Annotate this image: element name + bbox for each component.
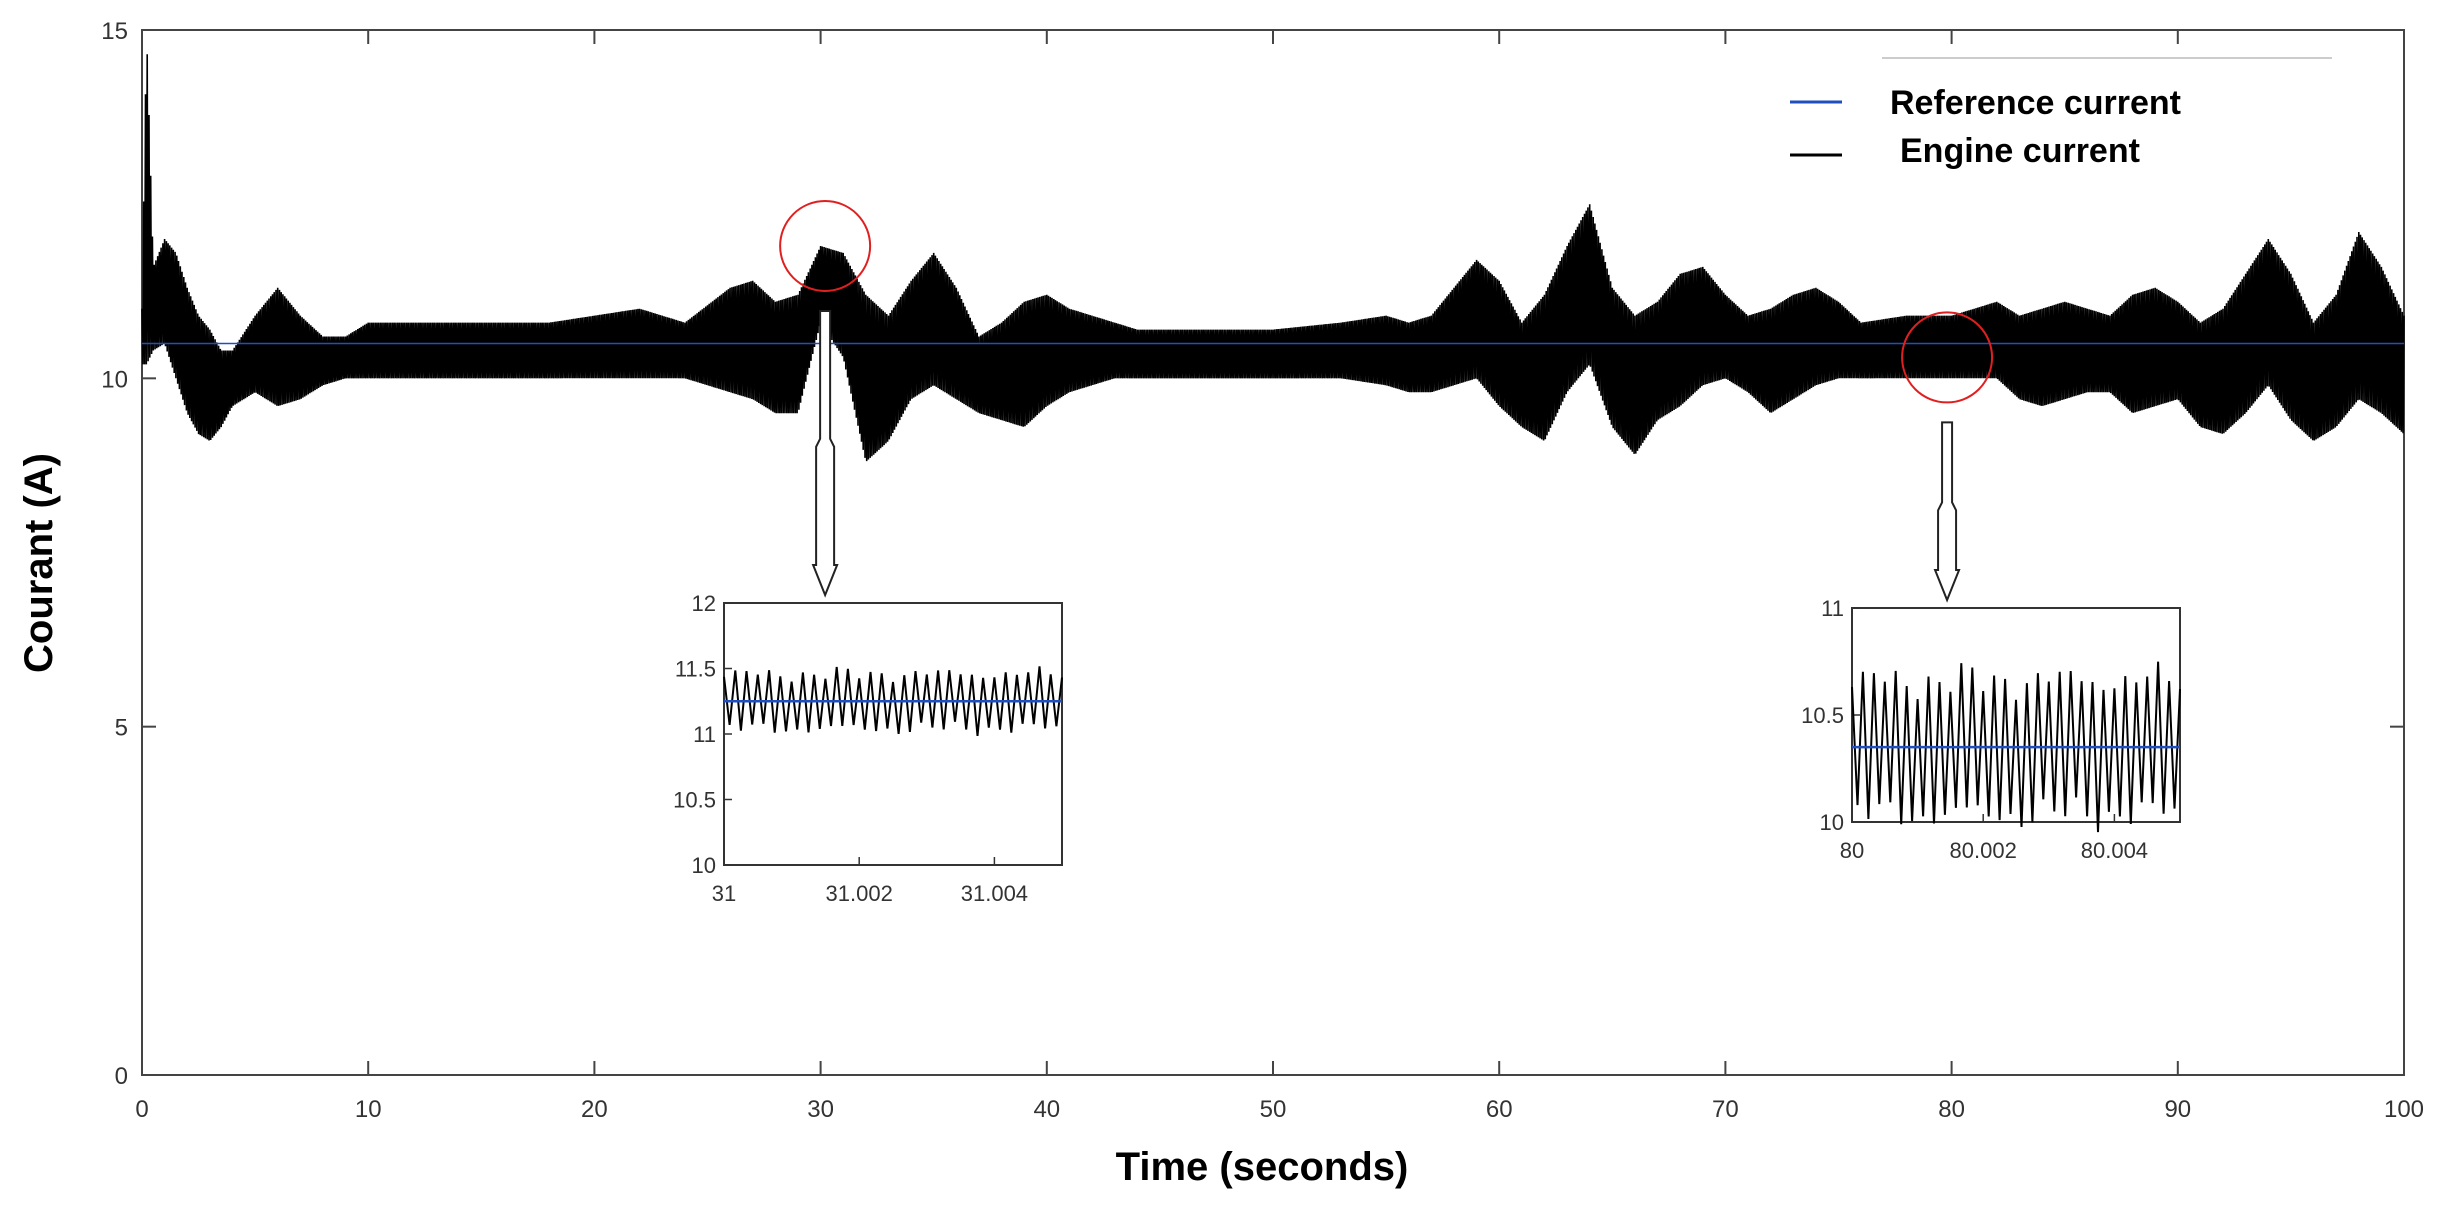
x-tick-label: 60 — [1486, 1096, 1513, 1123]
x-tick-label: 80 — [1938, 1096, 1965, 1123]
zoom-callouts — [779, 199, 1994, 603]
inset-x-tick-label: 31 — [712, 881, 736, 906]
zoom-marker-circle — [1901, 311, 1994, 404]
x-tick-label: 40 — [1033, 1096, 1060, 1123]
inset-x-tick-label: 31.004 — [961, 881, 1028, 906]
legend-label-reference: Reference current — [1890, 84, 2181, 122]
inset-x-tick-label: 31.002 — [826, 881, 893, 906]
y-tick-label: 15 — [101, 18, 128, 45]
legend-label-engine: Engine current — [1900, 132, 2140, 170]
x-tick-label: 50 — [1260, 1096, 1287, 1123]
inset-y-tick-label: 11.5 — [675, 657, 716, 682]
inset-x-tick-label: 80.004 — [2081, 838, 2148, 863]
inset-series-engine-current — [723, 666, 1063, 736]
inset-y-tick-label: 11 — [693, 722, 716, 747]
main-plot-area: 0 10 20 30 40 50 60 70 80 90 100 0 5 10 15 — [101, 18, 2424, 1123]
zoom-arrow — [1933, 421, 1961, 603]
x-tick-label: 90 — [2164, 1096, 2191, 1123]
inset-y-tick-label: 12 — [692, 591, 716, 616]
x-tick-label: 30 — [807, 1096, 834, 1123]
inset-y-tick-label: 10 — [1820, 810, 1844, 835]
inset-y-tick-label: 10.5 — [1801, 703, 1844, 728]
inset-frame — [723, 602, 1063, 866]
inset-frame — [1851, 607, 2181, 823]
inset-y-tick-label: 11 — [1821, 596, 1844, 621]
inset-y-tick-label: 10 — [692, 853, 716, 878]
inset-y-tick-label: 10.5 — [673, 788, 716, 813]
x-tick-label: 20 — [581, 1096, 608, 1123]
x-tick-label: 70 — [1712, 1096, 1739, 1123]
series-engine-current — [141, 54, 2405, 462]
inset-plot-80s: 10 10.5 11 80 80.002 80.004 — [1801, 596, 2181, 863]
y-tick-label: 5 — [115, 715, 128, 742]
inset-x-tick-label: 80 — [1840, 838, 1864, 863]
y-axis-title: Courant (A) — [17, 453, 61, 673]
x-tick-label: 0 — [135, 1096, 148, 1123]
zoom-marker-circle — [779, 199, 872, 292]
inset-x-tick-label: 80.002 — [1950, 838, 2017, 863]
y-tick-label: 10 — [101, 366, 128, 393]
y-tick-label: 0 — [115, 1063, 128, 1090]
inset-plot-31s: 10 10.5 11 11.5 12 31 31.002 31.004 — [673, 591, 1063, 906]
inset-series-engine-current — [1851, 661, 2181, 833]
zoom-arrow — [811, 309, 839, 598]
x-axis-title: Time (seconds) — [1116, 1145, 1409, 1189]
x-tick-label: 100 — [2384, 1096, 2424, 1123]
legend: Reference current Engine current — [1790, 57, 2332, 170]
x-tick-label: 10 — [355, 1096, 382, 1123]
